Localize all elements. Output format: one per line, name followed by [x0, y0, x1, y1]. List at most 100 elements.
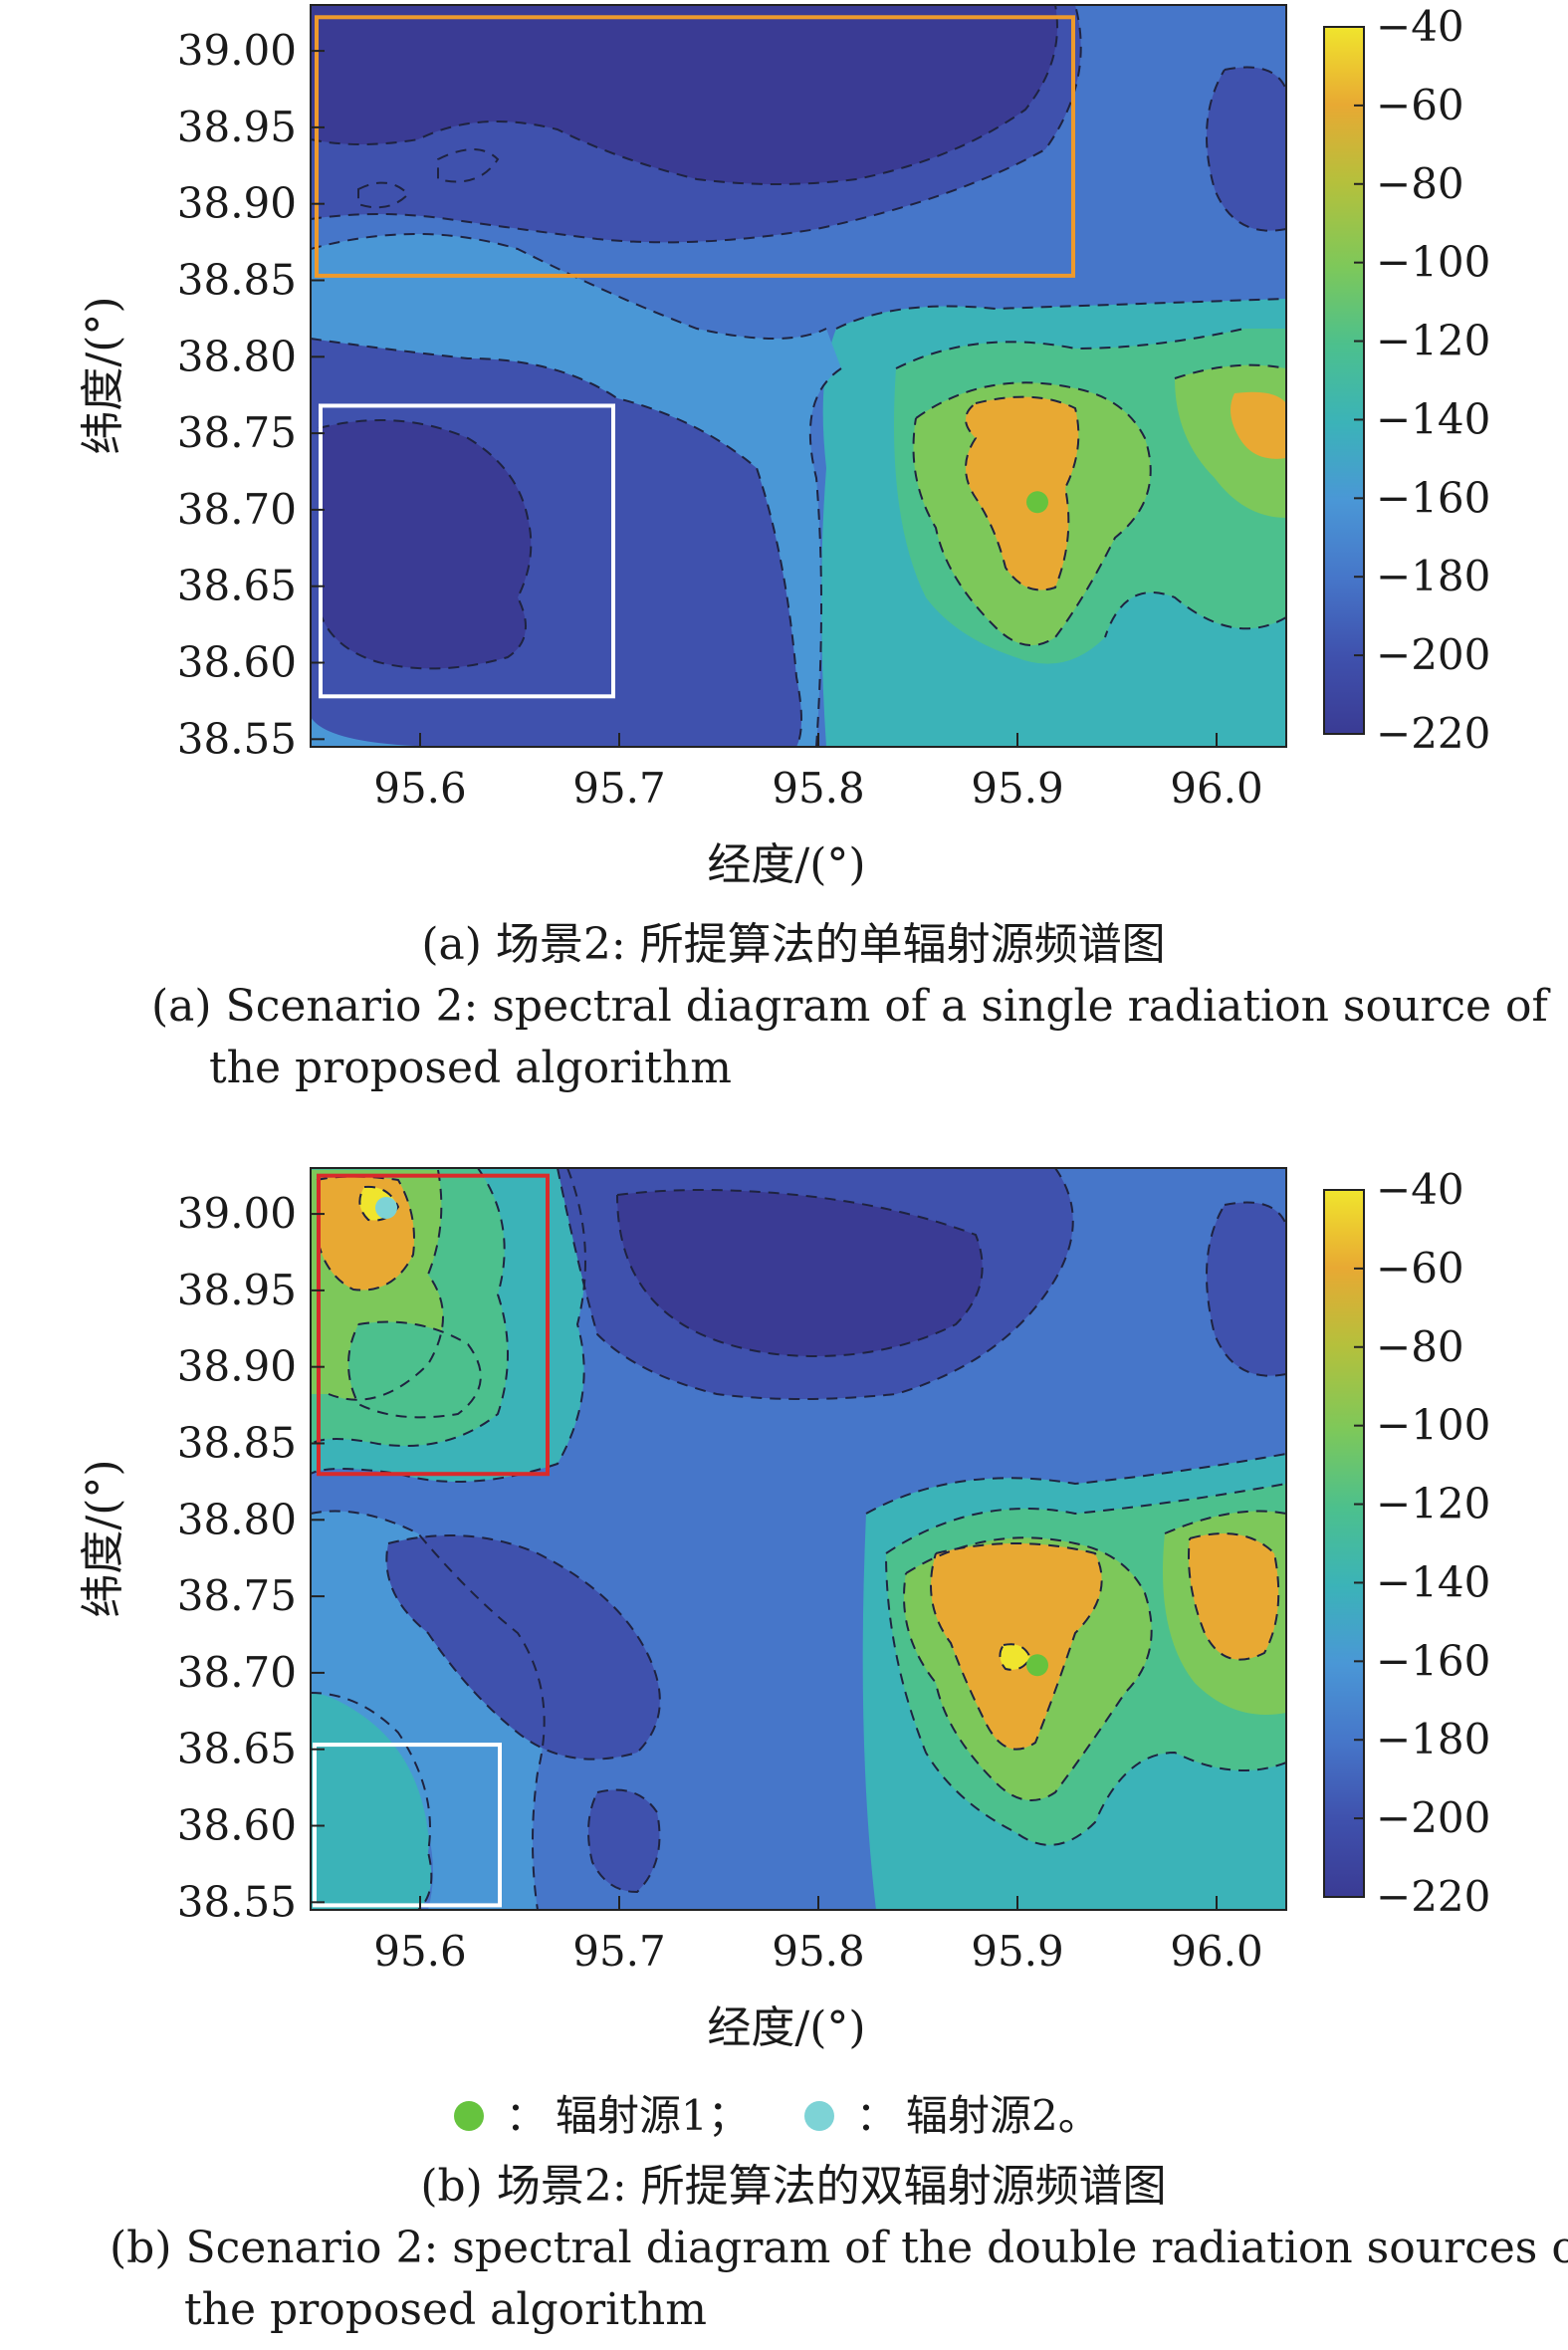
- y-tick-label: 38.75: [177, 1571, 297, 1620]
- colorbar-tick-label: −40: [1376, 2, 1464, 51]
- colorbar-tick-label: −180: [1376, 552, 1490, 600]
- x-ticks-b: 95.6 95.7 95.8 95.9 96.0: [373, 1896, 1263, 1976]
- colorbar-tick-label: −100: [1376, 238, 1490, 287]
- x-axis-label-a: 经度/(°): [707, 839, 865, 890]
- colorbar-tick-label: −120: [1376, 317, 1490, 365]
- colorbar-tick-label: −160: [1376, 1636, 1490, 1685]
- y-tick-label: 38.85: [177, 1418, 297, 1467]
- colorbar-ticks-b: −40 −60 −80 −100 −120 −140 −160 −180 −200 −220: [1354, 1165, 1490, 1921]
- legend-sep-2: ：: [856, 2094, 896, 2140]
- colorbar-tick-label: −180: [1376, 1715, 1490, 1763]
- panel-b: 95.6 95.7 95.8 95.9 96.0 38.55 38.60 38.65 38.7…: [78, 1165, 1568, 2335]
- highlight-boxes-a: [315, 15, 1075, 699]
- y-tick-label: 38.90: [177, 1342, 297, 1391]
- contour-level-220: [617, 1190, 983, 1356]
- x-tick-label: 95.9: [971, 1927, 1064, 1976]
- contour-level-220: [311, 5, 1057, 184]
- caption-cn-b: (b) 场景2: 所提算法的双辐射源频谱图: [420, 2161, 1166, 2212]
- y-tick-label: 38.95: [177, 103, 297, 151]
- x-tick-label: 95.8: [772, 1927, 865, 1976]
- contour-plot-b: [311, 1168, 1286, 1910]
- colorbar-tick-label: −120: [1376, 1480, 1490, 1528]
- source-markers-b: [375, 1196, 1048, 1677]
- contour-plot-a: [311, 5, 1286, 747]
- colorbar-tick-label: −80: [1376, 1322, 1464, 1371]
- colorbar-tick-label: −60: [1376, 81, 1464, 129]
- colorbar-tick-label: −160: [1376, 473, 1490, 522]
- y-tick-label: 38.85: [177, 255, 297, 304]
- legend-label-source2: 辐射源2。: [906, 2091, 1100, 2140]
- y-tick-label: 38.80: [177, 332, 297, 380]
- x-tick-label: 95.6: [373, 764, 467, 813]
- legend-b: ： 辐射源1； ： 辐射源2。: [454, 2091, 1100, 2140]
- plot-frame-a: [310, 4, 1287, 748]
- colorbar-b: [1323, 1189, 1365, 1898]
- legend-marker-source1: [454, 2101, 484, 2131]
- y-tick-label: 38.95: [177, 1266, 297, 1314]
- y-tick-label: 38.80: [177, 1495, 297, 1543]
- caption-cn-a: (a) 场景2: 所提算法的单辐射源频谱图: [421, 919, 1165, 970]
- plot-frame-b: [310, 1167, 1287, 1911]
- legend-marker-source2: [804, 2101, 834, 2131]
- highlight-box: [317, 1173, 550, 1477]
- colorbar-tick-label: −100: [1376, 1401, 1490, 1450]
- contour-level-200: [386, 1535, 660, 1760]
- contour-lines-a: [311, 5, 1286, 747]
- colorbar-tick-label: −140: [1376, 394, 1490, 443]
- caption-en-a-line2: the proposed algorithm: [209, 1043, 732, 1093]
- y-tick-label: 39.00: [177, 26, 297, 75]
- y-tick-label: 38.55: [177, 714, 297, 763]
- y-tick-label: 39.00: [177, 1189, 297, 1238]
- contour-level-200: [1207, 1202, 1286, 1376]
- colorbar-tick-label: −200: [1376, 1793, 1490, 1842]
- colorbar-tick-label: −80: [1376, 159, 1464, 208]
- source-markers-a: [1026, 491, 1048, 514]
- radiation-source-marker: [375, 1196, 397, 1219]
- y-tick-label: 38.75: [177, 408, 297, 457]
- y-tick-label: 38.65: [177, 1725, 297, 1773]
- radiation-source-marker: [1026, 1654, 1048, 1677]
- x-tick-label: 95.7: [572, 764, 666, 813]
- caption-en-b-line2: the proposed algorithm: [184, 2284, 707, 2335]
- radiation-source-marker: [1026, 491, 1048, 514]
- x-tick-label: 95.9: [971, 764, 1064, 813]
- colorbar-a: [1323, 26, 1365, 735]
- x-tick-label: 96.0: [1170, 1927, 1263, 1976]
- colorbar-tick-label: −220: [1376, 709, 1490, 758]
- legend-sep-1: ：: [506, 2094, 546, 2140]
- contour-level-60: [966, 396, 1079, 590]
- caption-en-a-line1: (a) Scenario 2: spectral diagram of a si…: [151, 981, 1551, 1032]
- highlight-box: [315, 15, 1075, 278]
- panel-a: 95.6 95.7 95.8 95.9 96.0 38.55 38.60 38.65 38.7…: [78, 2, 1551, 1093]
- colorbar-tick-label: −220: [1376, 1872, 1490, 1921]
- x-ticks-a: 95.6 95.7 95.8 95.9 96.0: [373, 733, 1263, 813]
- x-tick-label: 96.0: [1170, 764, 1263, 813]
- y-ticks-a: 38.55 38.60 38.65 38.70 38.75 38.80 38.85 38.90…: [177, 26, 325, 763]
- colorbar-tick-label: −200: [1376, 630, 1490, 679]
- contour-level-40: [1000, 1644, 1030, 1670]
- y-tick-label: 38.90: [177, 179, 297, 228]
- contour-level-60: [1231, 391, 1286, 459]
- x-tick-label: 95.7: [572, 1927, 666, 1976]
- contour-level-220: [319, 420, 532, 669]
- colorbar-ticks-a: −40 −60 −80 −100 −120 −140 −160 −180 −200 −220: [1354, 2, 1490, 758]
- colorbar-tick-label: −60: [1376, 1244, 1464, 1292]
- y-tick-label: 38.65: [177, 562, 297, 610]
- x-tick-label: 95.8: [772, 764, 865, 813]
- y-tick-label: 38.55: [177, 1877, 297, 1926]
- contour-level-200: [588, 1789, 660, 1892]
- contour-level-200: [1207, 67, 1286, 231]
- colorbar-tick-label: −140: [1376, 1557, 1490, 1606]
- y-axis-label-b: 纬度/(°): [78, 1459, 128, 1617]
- contour-level-60: [1189, 1533, 1279, 1660]
- y-tick-label: 38.60: [177, 1801, 297, 1850]
- legend-label-source1: 辐射源1；: [556, 2091, 750, 2140]
- y-tick-label: 38.70: [177, 485, 297, 534]
- y-tick-label: 38.60: [177, 638, 297, 687]
- caption-en-b-line1: (b) Scenario 2: spectral diagram of the …: [110, 2223, 1568, 2273]
- x-axis-label-b: 经度/(°): [707, 2002, 865, 2053]
- y-tick-label: 38.70: [177, 1648, 297, 1697]
- contour-lines-b: [311, 1168, 1286, 1910]
- y-ticks-b: 38.55 38.60 38.65 38.70 38.75 38.80 38.85 38.90…: [177, 1189, 325, 1926]
